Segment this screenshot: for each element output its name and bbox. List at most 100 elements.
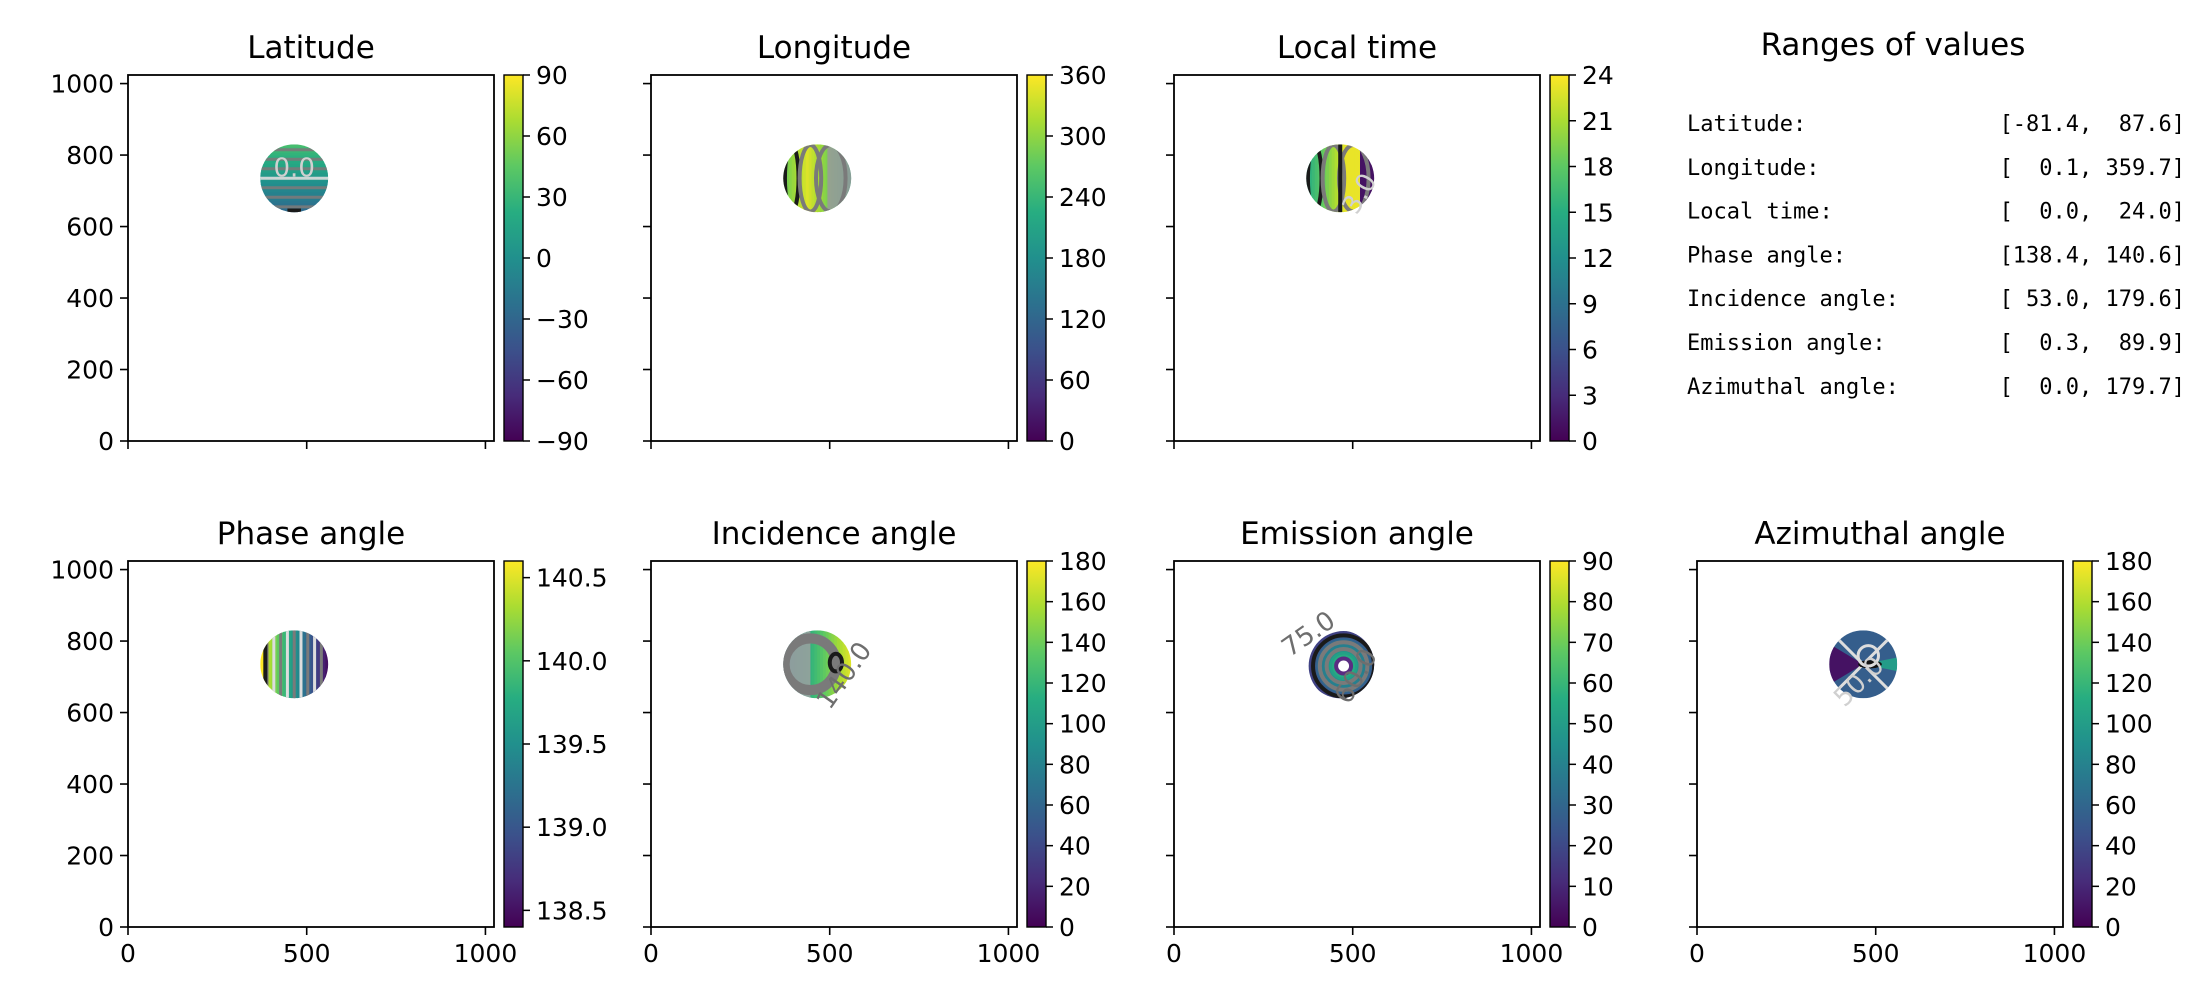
x-tick-label: 0 xyxy=(643,939,659,968)
axes-frame xyxy=(1696,560,2064,928)
axes-frame xyxy=(650,74,1018,442)
range-row-label: Longitude: xyxy=(1687,156,1819,181)
axes-frame xyxy=(650,560,1018,928)
colorbar-gradient xyxy=(1549,74,1570,442)
range-row-label: Local time: xyxy=(1687,200,1833,225)
x-tick-label: 500 xyxy=(283,939,331,968)
colorbar-tick-label: 21 xyxy=(1582,107,1614,136)
colorbar-tick-label: 40 xyxy=(2105,832,2137,861)
colorbar-tick-label: 140 xyxy=(1059,628,1107,657)
range-row-value: [ 53.0, 179.6] xyxy=(2000,287,2185,312)
colorbar-gradient xyxy=(1549,560,1570,928)
colorbar-tick-label: 0 xyxy=(1582,913,1598,942)
range-row-label: Incidence angle: xyxy=(1687,287,1899,312)
y-tick-label: 800 xyxy=(66,141,114,170)
y-tick-label: 0 xyxy=(98,427,114,456)
y-tick-label: 0 xyxy=(98,913,114,942)
colorbar-tick-label: 120 xyxy=(2105,669,2153,698)
colorbar-tick-label: 0 xyxy=(536,244,552,273)
colorbar-tick-label: 360 xyxy=(1059,61,1107,90)
ranges-rows: Latitude: [-81.4, 87.6] Longitude: [ 0.1, 3… xyxy=(1687,112,2185,400)
colorbar-tick-label: 10 xyxy=(1582,872,1614,901)
x-tick-label: 500 xyxy=(806,939,854,968)
range-row: Azimuthal angle: [ 0.0, 179.7] xyxy=(1687,375,2185,400)
colorbar-tick-label: 80 xyxy=(1582,588,1614,617)
y-tick-label: 200 xyxy=(66,356,114,385)
range-row-label: Azimuthal angle: xyxy=(1687,375,1899,400)
colorbar: 0 20 40 60 80 100 120 140 160 180 xyxy=(1026,547,1107,942)
colorbar-tick-label: 80 xyxy=(1059,750,1091,779)
colorbar-tick-label: 0 xyxy=(1582,427,1598,456)
range-row-label: Latitude: xyxy=(1687,112,1806,137)
x-tick-label: 1000 xyxy=(1500,939,1564,968)
range-row: Phase angle: [138.4, 140.6] xyxy=(1687,243,2185,268)
panel-title: Azimuthal angle xyxy=(1754,516,2005,552)
y-tick-label: 800 xyxy=(66,627,114,656)
colorbar-tick-label: 0 xyxy=(1059,427,1075,456)
x-tick-label: 500 xyxy=(1852,939,1900,968)
colorbar-tick-label: 138.5 xyxy=(536,896,608,925)
x-tick-label: 0 xyxy=(120,939,136,968)
y-tick-label: 1000 xyxy=(50,70,114,99)
colorbar-gradient xyxy=(503,74,524,442)
colorbar-tick-label: 60 xyxy=(1059,791,1091,820)
x-tick-label: 500 xyxy=(1329,939,1377,968)
colorbar-tick-label: 70 xyxy=(1582,628,1614,657)
image-disk xyxy=(783,630,852,699)
colorbar-tick-label: 139.5 xyxy=(536,730,608,759)
colorbar-tick-label: 20 xyxy=(1582,832,1614,861)
range-row: Incidence angle: [ 53.0, 179.6] xyxy=(1687,287,2185,312)
x-tick-label: 0 xyxy=(1689,939,1705,968)
colorbar-tick-label: 60 xyxy=(2105,791,2137,820)
colorbar-tick-label: 50 xyxy=(1582,710,1614,739)
y-tick-label: 400 xyxy=(66,284,114,313)
y-tick-label: 1000 xyxy=(50,556,114,585)
colorbar-gradient xyxy=(503,560,524,928)
range-row-value: [-81.4, 87.6] xyxy=(2000,112,2185,137)
colorbar-tick-label: 80 xyxy=(2105,750,2137,779)
colorbar-tick-label: 140 xyxy=(2105,628,2153,657)
y-tick-label: 600 xyxy=(66,699,114,728)
y-tick-label: 200 xyxy=(66,842,114,871)
image-disk xyxy=(783,144,852,213)
colorbar-tick-label: 3 xyxy=(1582,381,1598,410)
colorbar-tick-label: −90 xyxy=(536,427,589,456)
colorbar-tick-label: 15 xyxy=(1582,198,1614,227)
colorbar-gradient xyxy=(1026,560,1047,928)
panel-title: Incidence angle xyxy=(712,516,957,552)
colorbar-tick-label: 160 xyxy=(1059,588,1107,617)
range-row-label: Emission angle: xyxy=(1687,331,1886,356)
range-row-label: Phase angle: xyxy=(1687,243,1846,268)
ranges-panel: Ranges of values Latitude: [-81.4, 87.6] L… xyxy=(1687,27,2185,400)
axes-frame xyxy=(127,74,495,442)
panel-phase-angle: Phase angle 0 500 1000 0 200 400 600 800 1000 138.… xyxy=(50,516,607,968)
colorbar-tick-label: 20 xyxy=(1059,872,1091,901)
colorbar-tick-label: 18 xyxy=(1582,153,1614,182)
image-disk xyxy=(1308,631,1375,699)
colorbar-tick-label: 100 xyxy=(1059,710,1107,739)
range-row-value: [ 0.0, 24.0] xyxy=(2000,200,2185,225)
colorbar-tick-label: 60 xyxy=(536,122,568,151)
colorbar-gradient xyxy=(1026,74,1047,442)
colorbar-tick-label: 120 xyxy=(1059,305,1107,334)
colorbar-tick-label: 30 xyxy=(536,183,568,212)
colorbar-tick-label: 20 xyxy=(2105,872,2137,901)
colorbar-tick-label: 100 xyxy=(2105,710,2153,739)
colorbar-tick-label: 9 xyxy=(1582,290,1598,319)
panel-latitude: Latitude 0.0 0 200 400 600 800 1000 −90 −60 −30 0 30… xyxy=(50,30,588,456)
colorbar-tick-label: 140.5 xyxy=(536,564,608,593)
colorbar-gradient xyxy=(2072,560,2093,928)
axes-frame xyxy=(1173,74,1541,442)
contour-label: 0.0 xyxy=(274,154,315,184)
colorbar-tick-label: −60 xyxy=(536,366,589,395)
colorbar-tick-label: 30 xyxy=(1582,791,1614,820)
colorbar-tick-label: 40 xyxy=(1059,832,1091,861)
colorbar-tick-label: 180 xyxy=(2105,547,2153,576)
ranges-panel-title: Ranges of values xyxy=(1761,27,2026,63)
colorbar-tick-label: 160 xyxy=(2105,588,2153,617)
colorbar-tick-label: 140.0 xyxy=(536,647,608,676)
colorbar-tick-label: 90 xyxy=(536,61,568,90)
